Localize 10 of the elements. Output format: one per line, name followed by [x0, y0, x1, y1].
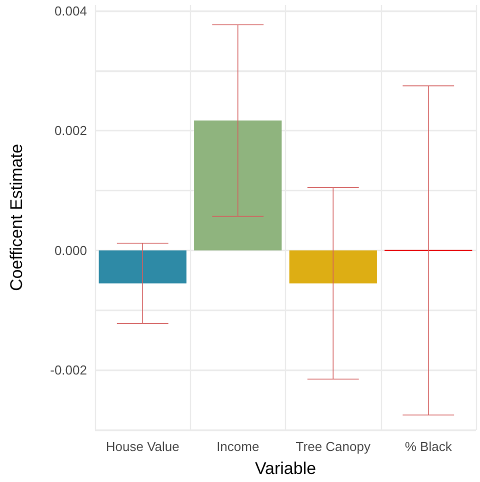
x-axis-title: Variable — [254, 459, 316, 478]
y-axis-title: Coefficent Estimate — [7, 144, 26, 292]
x-tick-label: Tree Canopy — [296, 439, 371, 454]
y-tick-label: 0.002 — [54, 123, 87, 138]
y-tick-label: 0.004 — [54, 3, 87, 18]
y-tick-label: 0.000 — [54, 242, 87, 258]
x-tick-label: % Black — [404, 439, 452, 454]
x-tick-label: House Value — [106, 439, 180, 454]
x-tick-label: Income — [216, 439, 260, 454]
y-tick-label: -0.002 — [50, 362, 87, 378]
